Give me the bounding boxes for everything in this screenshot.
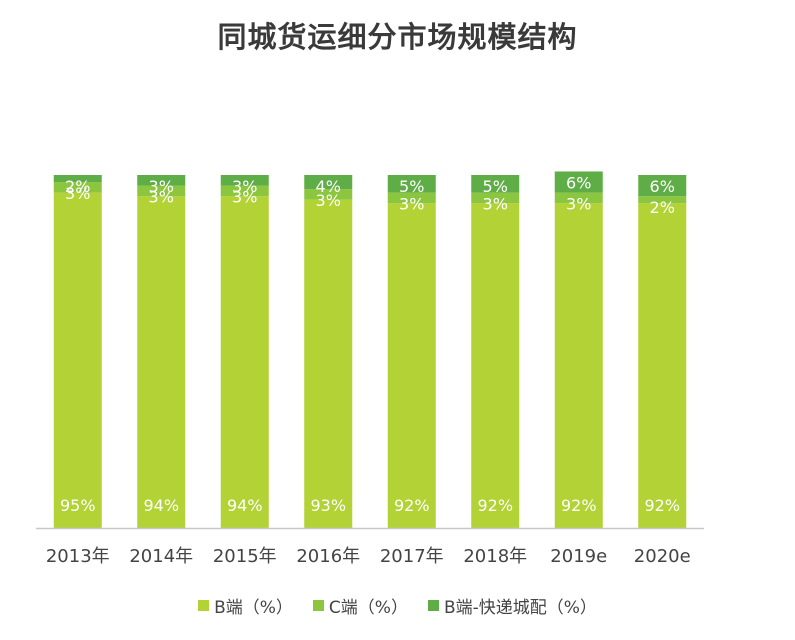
legend-swatch-c	[312, 600, 324, 611]
bar-segment-1-1	[137, 185, 186, 197]
legend-label-c: C端（%）	[328, 598, 408, 618]
data-label-1-0: 3%	[65, 184, 90, 203]
x-tick-label: 2013年	[46, 546, 110, 567]
data-label-1-3: 3%	[316, 191, 341, 210]
bar-segment-1-4	[387, 192, 436, 204]
legend-label-express: B端-快递城配（%）	[443, 598, 597, 618]
legend-swatch-express	[427, 600, 439, 611]
data-label-2-5: 5%	[483, 177, 508, 196]
bar-segment-0-3	[304, 199, 353, 528]
x-tick-label: 2019e	[550, 546, 607, 567]
legend-label-b: B端（%）	[214, 598, 293, 618]
bar-segment-2-7	[638, 175, 687, 197]
bar-segment-1-6	[554, 192, 603, 204]
bar-segment-1-7	[638, 196, 687, 204]
x-tick-label: 2018年	[463, 546, 527, 567]
bar-segment-2-2	[220, 175, 269, 186]
x-tick-label: 2020e	[634, 546, 691, 567]
x-tick-label: 2014年	[129, 546, 193, 567]
data-label-0-0: 95%	[60, 496, 96, 515]
bar-segment-0-7	[638, 203, 687, 529]
bar-segment-0-1	[137, 196, 186, 528]
data-label-2-7: 6%	[650, 177, 675, 196]
x-tick-label: 2016年	[296, 546, 360, 567]
chart-title: 同城货运细分市场规模结构	[217, 20, 578, 54]
data-label-0-1: 94%	[143, 496, 179, 515]
data-label-0-5: 92%	[477, 496, 513, 515]
data-label-1-2: 3%	[232, 188, 257, 207]
data-label-0-6: 92%	[561, 496, 597, 515]
data-label-1-6: 3%	[566, 195, 591, 214]
bar-segment-2-5	[471, 175, 520, 193]
bar-segment-1-2	[220, 185, 269, 197]
legend-swatch-b	[198, 600, 210, 611]
data-label-1-4: 3%	[399, 195, 424, 214]
legend-item-b: B端（%）	[198, 593, 293, 618]
data-label-0-3: 93%	[310, 496, 346, 515]
bar-segment-2-3	[304, 175, 353, 190]
data-label-2-6: 6%	[566, 173, 591, 192]
bar-segment-0-0	[53, 192, 102, 528]
bar-segment-0-5	[471, 203, 520, 529]
legend-item-c: C端（%）	[312, 593, 408, 618]
data-label-2-4: 5%	[399, 177, 424, 196]
data-label-0-4: 92%	[394, 496, 430, 515]
data-label-1-7: 2%	[650, 198, 675, 217]
bar-segment-0-2	[220, 196, 269, 528]
x-tick-label: 2015年	[213, 546, 277, 567]
data-label-2-1: 3%	[149, 177, 174, 196]
bar-segment-1-5	[471, 192, 520, 204]
data-label-2-2: 3%	[232, 177, 257, 196]
bar-segment-2-4	[387, 175, 436, 193]
bar-segment-0-6	[554, 203, 603, 529]
data-label-2-0: 2%	[65, 177, 90, 196]
data-label-1-5: 3%	[483, 195, 508, 214]
legend-item-express: B端-快递城配（%）	[427, 593, 597, 618]
legend: B端（%） C端（%） B端-快递城配（%）	[0, 593, 795, 618]
bar-segment-1-3	[304, 189, 353, 200]
bar-segment-2-0	[53, 175, 102, 183]
x-tick-label: 2017年	[380, 546, 444, 567]
bar-segment-0-4	[387, 203, 436, 529]
bar-segment-2-6	[554, 171, 603, 193]
data-label-0-7: 92%	[644, 496, 680, 515]
data-label-1-1: 3%	[149, 188, 174, 207]
bar-segment-1-0	[53, 182, 102, 193]
data-label-2-3: 4%	[316, 177, 341, 196]
data-label-0-2: 94%	[227, 496, 263, 515]
bar-segment-2-1	[137, 175, 186, 186]
